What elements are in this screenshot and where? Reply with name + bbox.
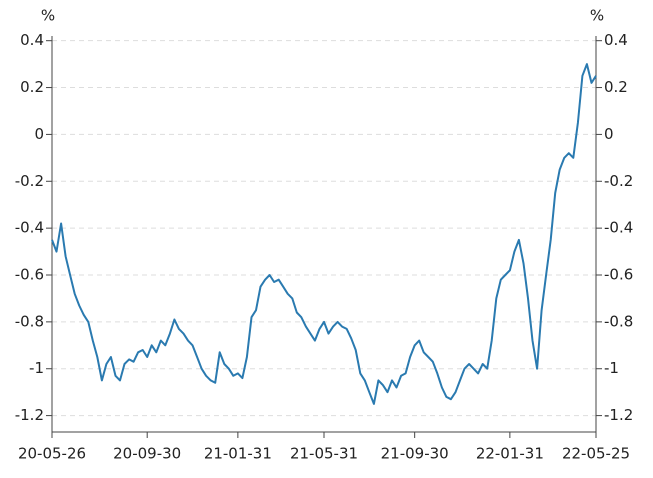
y2-tick-label: -1.2: [604, 406, 633, 424]
y2-tick-label: 0.4: [604, 31, 628, 49]
y2-tick-label: -0.8: [604, 312, 633, 330]
x-tick-label: 22-05-25: [562, 445, 630, 463]
y-tick-label: -1: [29, 359, 44, 377]
y-tick-label: -0.8: [15, 312, 44, 330]
x-tick-label: 22-01-31: [476, 445, 544, 463]
y-tick-label: 0.2: [20, 78, 44, 96]
y-tick-label: -0.2: [15, 172, 44, 190]
x-tick-label: 21-09-30: [381, 445, 449, 463]
y2-tick-label: -1: [604, 359, 619, 377]
y-tick-label: -0.4: [15, 219, 44, 237]
y2-axis-unit: %: [590, 7, 604, 25]
y2-tick-label: 0: [604, 125, 614, 143]
x-tick-label: 20-05-26: [18, 445, 86, 463]
y-tick-label: 0.4: [20, 31, 44, 49]
y2-tick-label: -0.4: [604, 219, 633, 237]
x-tick-label: 21-01-31: [204, 445, 272, 463]
x-tick-label: 20-09-30: [113, 445, 181, 463]
y2-tick-label: -0.6: [604, 266, 633, 284]
y2-tick-label: -0.2: [604, 172, 633, 190]
y2-tick-label: 0.2: [604, 78, 628, 96]
y-tick-label: 0: [34, 125, 44, 143]
y-tick-label: -1.2: [15, 406, 44, 424]
y-tick-label: -0.6: [15, 266, 44, 284]
line-series: [51, 63, 597, 405]
y-axis-unit: %: [41, 7, 55, 25]
x-tick-label: 21-05-31: [290, 445, 358, 463]
